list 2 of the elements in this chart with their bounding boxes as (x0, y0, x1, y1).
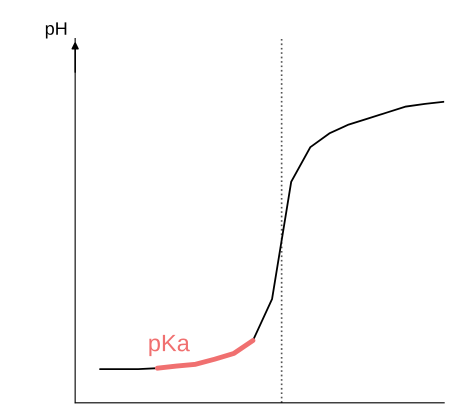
y-axis-title: pH (46, 22, 66, 38)
annotation: pKa (149, 334, 190, 356)
